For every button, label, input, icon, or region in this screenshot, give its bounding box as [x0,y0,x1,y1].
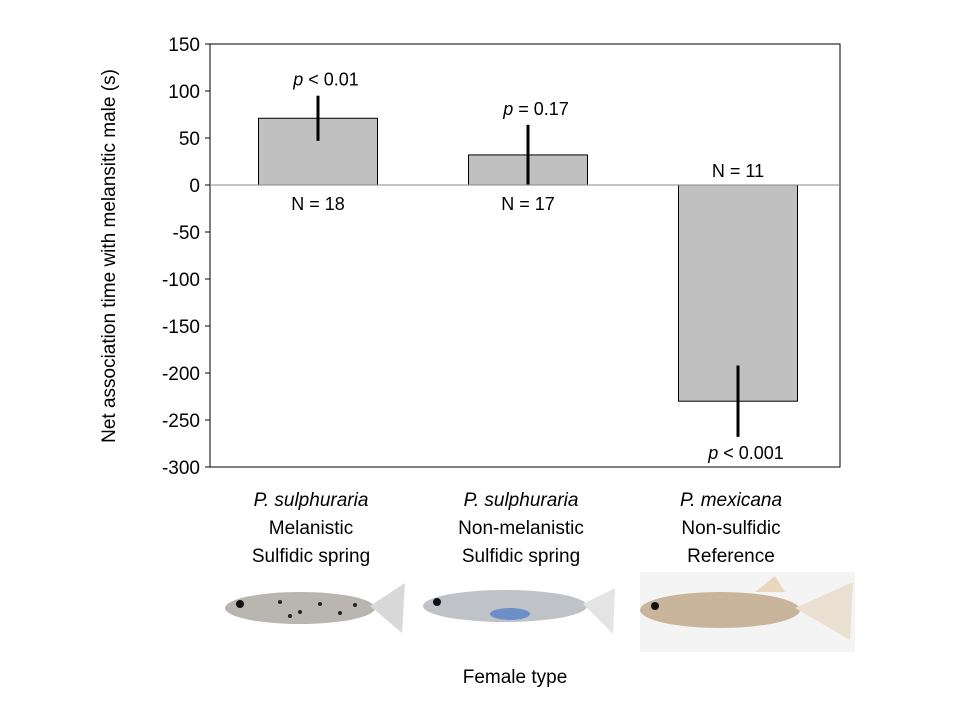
p-value-label: p < 0.01 [292,70,359,90]
y-tick-label: 50 [179,129,200,150]
y-tick-label: 100 [168,82,200,103]
fish-image-non-melanistic [423,588,615,634]
y-tick-label: -100 [162,270,200,291]
p-value: = 0.17 [513,99,569,119]
category-line2: Melanistic [269,518,353,539]
fish-image-melanistic [225,583,405,633]
p-value: < 0.01 [303,70,359,90]
x-axis-label: Female type [463,667,568,688]
fish-image-mexicana [640,572,855,652]
y-tick-label: 0 [189,176,200,197]
y-axis-label: Net association time with melansitic mal… [99,69,120,443]
category-line3: Sulfidic spring [252,546,370,567]
category-line3: Sulfidic spring [462,546,580,567]
n-label: N = 17 [501,194,555,214]
y-tick-label: -50 [173,223,200,244]
category-line2: Non-melanistic [458,518,584,539]
y-tick-label: -150 [162,317,200,338]
category-species: P. sulphuraria [464,490,579,511]
n-label: N = 18 [291,194,345,214]
y-tick-label: -250 [162,411,200,432]
p-symbol: p [292,70,303,90]
p-symbol: p [707,443,718,463]
category-species: P. mexicana [680,490,782,511]
n-label: N = 11 [712,161,764,181]
y-tick-label: 150 [168,35,200,56]
category-line3: Reference [687,546,775,567]
p-symbol: p [502,99,513,119]
p-value-label: p < 0.001 [707,443,784,463]
y-tick-label: -200 [162,364,200,385]
category-species: P. sulphuraria [254,490,369,511]
p-value-label: p = 0.17 [502,99,569,119]
p-value: < 0.001 [718,443,784,463]
y-tick-label: -300 [162,458,200,479]
category-line2: Non-sulfidic [681,518,780,539]
plot-frame [209,43,841,468]
